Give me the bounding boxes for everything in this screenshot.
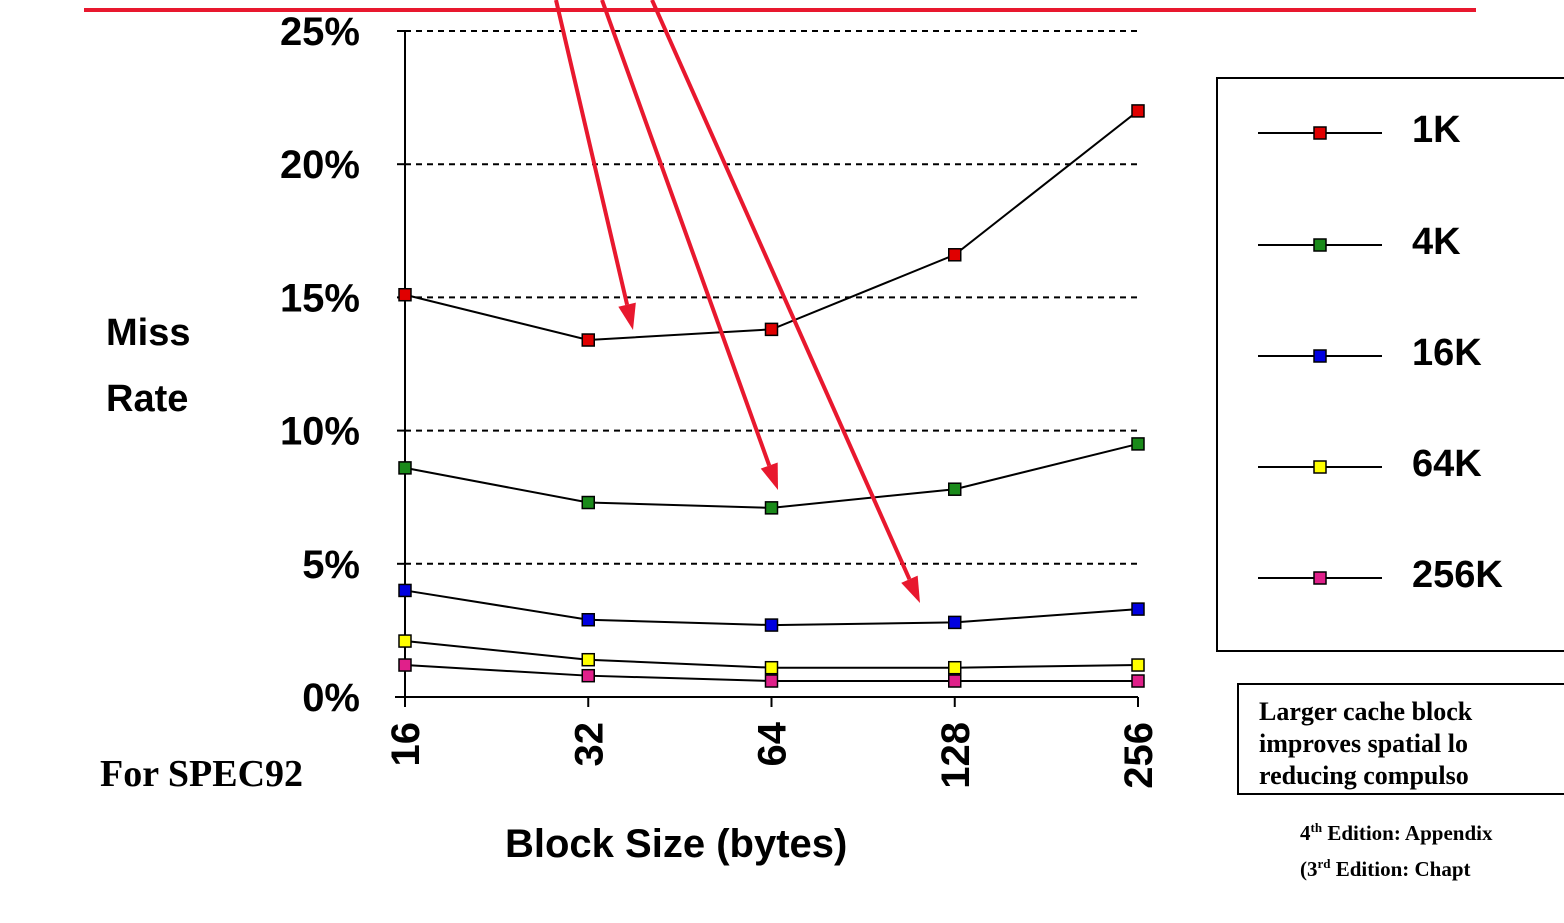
annotation-note-box: Larger cache block improves spatial lo r…	[1237, 683, 1564, 795]
data-point	[948, 674, 962, 688]
data-point	[1131, 602, 1145, 616]
y-tick-label: 15%	[280, 276, 360, 320]
y-tick-labels: 0% 5% 10% 15% 20% 25%	[280, 10, 360, 720]
annotation-arrow	[600, 0, 778, 490]
note-line-2: improves spatial lo	[1259, 729, 1468, 758]
legend-swatch-1k	[1258, 126, 1382, 140]
grid-lines	[405, 30, 1138, 565]
data-point	[948, 482, 962, 496]
x-tick-label: 256	[1117, 722, 1161, 789]
annotation-arrows	[554, 0, 920, 603]
data-point	[1131, 658, 1145, 672]
x-tick-label: 16	[384, 722, 428, 767]
y-axis-label-line2: Rate	[106, 378, 189, 420]
series-line	[404, 110, 1139, 342]
data-point	[581, 333, 595, 347]
series-1k	[398, 104, 1145, 347]
y-tick-label: 0%	[302, 676, 360, 720]
note-line-3: reducing compulso	[1259, 761, 1469, 790]
y-tick-label: 10%	[280, 410, 360, 454]
series-256k	[398, 658, 1145, 688]
data-point	[581, 612, 595, 627]
y-tick-label: 5%	[302, 543, 360, 587]
data-point	[398, 658, 412, 672]
data-point	[581, 652, 595, 667]
legend-label-64k: 64K	[1412, 443, 1482, 485]
data-point	[1131, 437, 1145, 451]
data-point	[1131, 674, 1145, 688]
legend-swatch-4k	[1258, 238, 1382, 252]
legend-label-256k: 256K	[1412, 554, 1503, 596]
edition-ref-1: 4th Edition: Appendix	[1300, 820, 1493, 845]
legend-swatch-256k	[1258, 571, 1382, 585]
data-point	[398, 583, 412, 598]
x-tick-labels: 16 32 64 128 256	[384, 721, 1161, 788]
legend-label-1k: 1K	[1412, 109, 1461, 151]
data-point	[948, 660, 962, 675]
x-tick-label: 64	[751, 721, 795, 766]
series-64k	[398, 634, 1145, 675]
legend	[1216, 77, 1564, 652]
note-line-1: Larger cache block	[1259, 697, 1473, 726]
data-point	[398, 461, 412, 475]
legend-label-16k: 16K	[1412, 332, 1482, 374]
legend-swatch-16k	[1258, 349, 1382, 363]
benchmark-note: For SPEC92	[100, 753, 304, 795]
series-lines	[398, 104, 1145, 688]
edition-ref-2: (3rd Edition: Chapt	[1300, 856, 1471, 881]
axes	[395, 30, 1139, 707]
x-axis-label: Block Size (bytes)	[505, 822, 848, 866]
series-16k	[398, 583, 1145, 632]
data-point	[764, 501, 779, 515]
data-point	[764, 618, 779, 632]
data-point	[764, 322, 779, 337]
y-tick-label: 25%	[280, 10, 360, 54]
data-point	[398, 287, 412, 302]
series-4k	[398, 437, 1145, 515]
data-point	[581, 495, 595, 510]
x-tick-label: 32	[567, 722, 611, 767]
x-tick-label: 128	[934, 722, 978, 789]
data-point	[948, 248, 962, 262]
annotation-arrow	[554, 0, 636, 330]
data-point	[764, 660, 779, 675]
data-point	[1131, 104, 1145, 118]
legend-swatch-64k	[1258, 460, 1382, 474]
data-point	[398, 634, 412, 648]
legend-label-4k: 4K	[1412, 221, 1461, 263]
y-axis-label-line1: Miss	[106, 312, 191, 354]
data-point	[581, 668, 595, 683]
legend-swatches	[1258, 126, 1382, 585]
y-tick-label: 20%	[280, 143, 360, 187]
data-point	[764, 674, 779, 688]
data-point	[948, 615, 962, 630]
annotation-arrow	[650, 0, 920, 603]
